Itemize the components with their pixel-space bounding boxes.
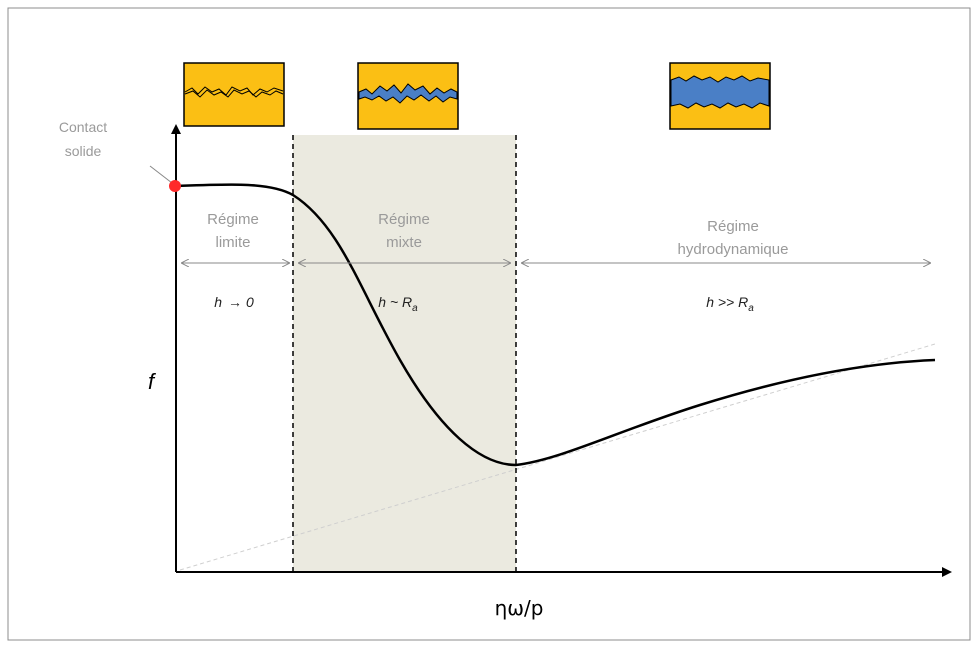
contact-point xyxy=(169,180,181,192)
mixed-regime-zone xyxy=(293,135,516,571)
regime-mixed-subtitle: mixte xyxy=(386,234,422,251)
contact-pointer-line xyxy=(149,165,173,184)
formula-hydro: h >> Ra xyxy=(706,294,754,314)
formula-limit: h → 0 xyxy=(214,294,254,310)
regime-limit-subtitle: limite xyxy=(215,234,250,251)
contact-label-line2: solide xyxy=(65,143,102,159)
regime-limit-title: Régime xyxy=(207,211,259,228)
stribeck-curve xyxy=(175,183,936,467)
regime-hydro-subtitle: hydrodynamique xyxy=(678,241,789,258)
surface-illustration-mixed xyxy=(357,62,459,130)
regime-hydro-title: Régime xyxy=(707,218,759,235)
contact-label-line1: Contact xyxy=(59,119,107,135)
formula-mixed: h ~ Ra xyxy=(378,294,418,314)
frame xyxy=(7,7,971,641)
surface-illustration-hydro xyxy=(669,62,771,130)
surface-illustration-limit xyxy=(183,62,285,127)
y-axis-label: f xyxy=(148,369,157,394)
reference-line xyxy=(179,343,936,571)
x-axis-label: ηω/p xyxy=(495,596,544,620)
regime-mixed-title: Régime xyxy=(378,211,430,228)
